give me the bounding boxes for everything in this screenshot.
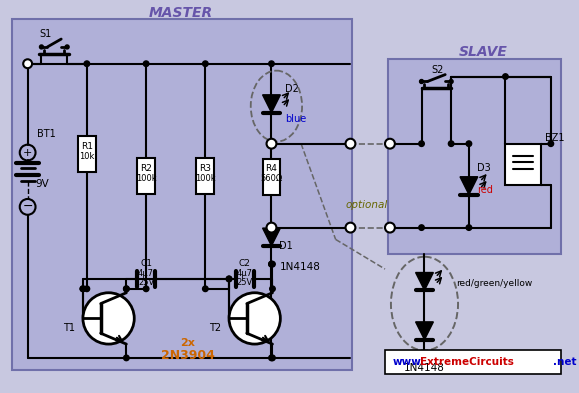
Text: R4: R4	[266, 164, 277, 173]
Bar	[78, 136, 96, 172]
Text: ExtremeCircuits: ExtremeCircuits	[420, 357, 514, 367]
Polygon shape	[416, 272, 433, 290]
Text: BZ1: BZ1	[545, 133, 565, 143]
Text: C1: C1	[140, 259, 152, 268]
Text: +: +	[23, 147, 32, 158]
Text: D3: D3	[477, 163, 490, 173]
Text: .net: .net	[553, 357, 576, 367]
Circle shape	[226, 276, 232, 282]
Text: red: red	[477, 185, 493, 195]
Circle shape	[123, 286, 129, 292]
Circle shape	[144, 286, 149, 292]
Text: 560Ω: 560Ω	[261, 174, 283, 183]
Circle shape	[84, 61, 90, 66]
Polygon shape	[263, 95, 280, 112]
Circle shape	[419, 225, 424, 230]
Text: 4μ7: 4μ7	[138, 268, 154, 277]
Circle shape	[270, 286, 275, 292]
Text: R2: R2	[140, 164, 152, 173]
Circle shape	[346, 223, 356, 233]
Bar	[137, 158, 155, 194]
Text: optional: optional	[346, 200, 388, 210]
Circle shape	[39, 45, 43, 49]
Circle shape	[65, 45, 69, 49]
Text: 1N4148: 1N4148	[280, 262, 320, 272]
Circle shape	[266, 139, 276, 149]
Text: 10k: 10k	[79, 152, 94, 160]
Circle shape	[23, 59, 32, 68]
Circle shape	[270, 355, 275, 361]
Circle shape	[269, 261, 274, 267]
Text: 100k: 100k	[195, 174, 215, 183]
Circle shape	[226, 276, 232, 282]
Text: T1: T1	[63, 323, 75, 333]
Text: SLAVE: SLAVE	[459, 45, 508, 59]
Circle shape	[466, 141, 472, 147]
Circle shape	[83, 293, 134, 344]
Text: D2: D2	[285, 84, 299, 94]
Circle shape	[385, 139, 395, 149]
Circle shape	[229, 293, 280, 344]
Circle shape	[449, 79, 453, 83]
Circle shape	[448, 141, 454, 147]
Bar	[388, 59, 560, 254]
Circle shape	[269, 355, 274, 361]
Text: D1: D1	[280, 241, 293, 252]
Circle shape	[548, 141, 554, 147]
Text: www.: www.	[393, 357, 425, 367]
Text: S1: S1	[39, 29, 52, 39]
Circle shape	[203, 61, 208, 66]
Text: 100k: 100k	[136, 174, 156, 183]
Text: 4μ7: 4μ7	[237, 268, 253, 277]
Circle shape	[269, 261, 274, 267]
Circle shape	[266, 223, 276, 233]
Circle shape	[269, 141, 274, 147]
Circle shape	[385, 223, 395, 233]
Bar	[505, 144, 541, 185]
Text: red/green/yellow: red/green/yellow	[456, 279, 532, 288]
Circle shape	[144, 61, 149, 66]
Bar	[12, 19, 353, 370]
Text: 25V: 25V	[138, 278, 154, 287]
Text: 25V: 25V	[237, 278, 253, 287]
Text: R1: R1	[81, 141, 93, 151]
Text: −: −	[23, 200, 33, 213]
Circle shape	[270, 261, 275, 267]
Text: blue: blue	[285, 114, 306, 124]
Text: 9V: 9V	[35, 179, 49, 189]
Text: BT1: BT1	[36, 129, 55, 139]
Bar	[196, 158, 214, 194]
Circle shape	[123, 286, 129, 292]
Circle shape	[80, 286, 86, 292]
Circle shape	[84, 286, 90, 292]
Polygon shape	[416, 322, 433, 340]
Bar	[385, 350, 560, 374]
Text: 2x: 2x	[180, 338, 195, 348]
Circle shape	[466, 225, 472, 230]
Circle shape	[203, 286, 208, 292]
Circle shape	[269, 61, 274, 66]
Circle shape	[80, 286, 86, 292]
Polygon shape	[460, 177, 478, 195]
Text: 2N3904: 2N3904	[160, 349, 214, 362]
Text: MASTER: MASTER	[149, 6, 212, 20]
Circle shape	[346, 139, 356, 149]
Circle shape	[123, 355, 129, 361]
Circle shape	[503, 74, 508, 79]
Text: R3: R3	[199, 164, 211, 173]
Circle shape	[420, 79, 423, 83]
Bar	[263, 159, 280, 195]
Text: C2: C2	[239, 259, 251, 268]
Text: S2: S2	[431, 64, 444, 75]
Polygon shape	[263, 228, 280, 246]
Circle shape	[419, 141, 424, 147]
Text: 1N4148: 1N4148	[404, 363, 445, 373]
Text: T2: T2	[209, 323, 221, 333]
